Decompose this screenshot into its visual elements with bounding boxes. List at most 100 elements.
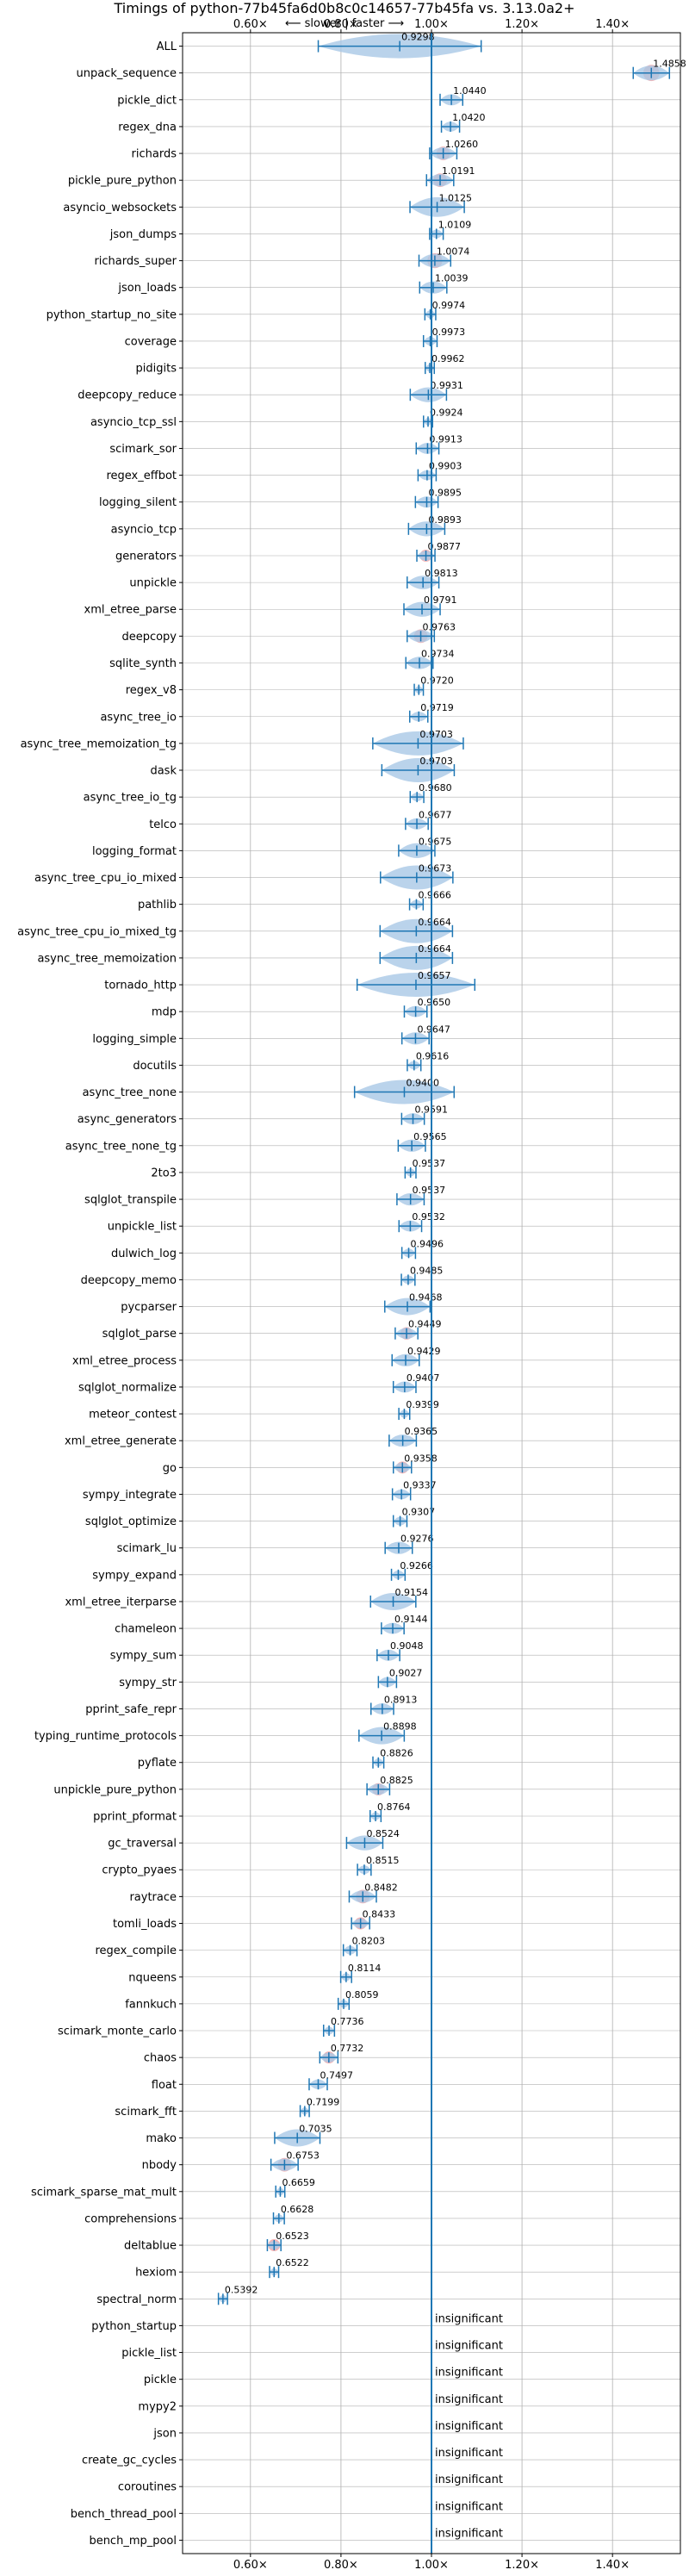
benchmark-row: mdp 0.9650 — [152, 997, 680, 1019]
direction-label: ⟵ slower | faster ⟶ — [285, 17, 404, 30]
benchmark-row: nbody 0.6753 — [142, 2150, 680, 2172]
benchmark-name: xml_etree_generate — [65, 1435, 177, 1448]
benchmark-name: crypto_pyaes — [102, 1864, 177, 1877]
benchmark-row: deepcopy 0.9763 — [121, 621, 680, 644]
insignificant-label: insignificant — [435, 2500, 503, 2513]
benchmark-name: pickle — [144, 2374, 177, 2386]
benchmark-row: telco 0.9677 — [149, 809, 680, 831]
value-label: 0.9962 — [431, 353, 465, 364]
benchmark-row: unpickle_list 0.9532 — [108, 1211, 680, 1234]
benchmark-name: async_tree_io_tg — [84, 792, 177, 805]
value-label: 0.9532 — [412, 1211, 444, 1223]
benchmark-row: unpickle 0.9813 — [129, 568, 680, 590]
value-label: 0.9719 — [420, 702, 454, 713]
benchmark-name: asyncio_websockets — [63, 202, 177, 215]
value-label: 1.0125 — [439, 192, 473, 203]
value-label: 0.7199 — [307, 2096, 340, 2107]
benchmark-row: dulwich_log 0.9496 — [111, 1238, 680, 1260]
value-label: 0.6522 — [276, 2257, 309, 2268]
benchmark-name: unpickle — [129, 577, 177, 590]
benchmark-name: unpack_sequence — [76, 67, 177, 80]
value-label: 0.9048 — [390, 1640, 424, 1652]
x-axis-bottom: 0.60× 0.80× 1.00× 1.20× 1.40× — [233, 2554, 630, 2572]
benchmark-name: unpickle_pure_python — [53, 1783, 177, 1796]
benchmark-name: json_loads — [117, 282, 177, 295]
value-label: 0.7497 — [320, 2069, 353, 2081]
x-tick-label-bottom: 0.60× — [233, 2559, 268, 2572]
value-label: 0.9973 — [432, 327, 466, 338]
benchmark-name: deepcopy_memo — [81, 1274, 177, 1287]
value-label: 1.0260 — [445, 139, 479, 150]
benchmark-name: nbody — [142, 2159, 177, 2172]
benchmark-name: mako — [146, 2132, 177, 2145]
value-label: 0.9647 — [417, 1024, 450, 1035]
benchmark-row: typing_runtime_protocols 0.8898 — [34, 1721, 680, 1745]
benchmark-row: spectral_norm 0.5392 — [96, 2284, 680, 2306]
benchmark-name: generators — [115, 550, 177, 563]
value-label: 0.9468 — [409, 1292, 442, 1304]
value-label: 1.0191 — [442, 165, 475, 177]
value-label: 0.9307 — [402, 1507, 436, 1518]
benchmark-name: async_tree_none — [83, 1086, 177, 1099]
benchmark-name: dask — [150, 765, 177, 778]
value-label: 0.9399 — [406, 1399, 439, 1410]
benchmark-row: deepcopy_reduce 0.9931 — [78, 380, 680, 402]
benchmark-name: sympy_sum — [110, 1650, 177, 1663]
benchmark-row: dask 0.9703 — [150, 756, 680, 783]
benchmark-name: sympy_expand — [92, 1569, 177, 1582]
benchmark-name: 2to3 — [151, 1167, 177, 1179]
benchmark-row: unpack_sequence 1.4858 — [76, 59, 686, 82]
benchmark-row: sqlglot_normalize 0.9407 — [78, 1372, 680, 1394]
benchmark-name: deepcopy — [121, 631, 177, 644]
benchmark-name: deltablue — [124, 2240, 177, 2253]
benchmark-row: pickle insignificant — [144, 2367, 680, 2386]
benchmark-row: sympy_sum 0.9048 — [110, 1640, 680, 1663]
value-label: 0.9813 — [425, 568, 458, 579]
value-label: 0.9974 — [432, 300, 465, 311]
benchmark-name: asyncio_tcp_ssl — [90, 416, 177, 429]
benchmark-name: create_gc_cycles — [82, 2455, 177, 2467]
insignificant-label: insignificant — [435, 2340, 503, 2353]
benchmark-name: dulwich_log — [111, 1248, 177, 1260]
benchmark-row: xml_etree_iterparse 0.9154 — [65, 1587, 680, 1610]
benchmark-row: regex_compile 0.8203 — [95, 1936, 680, 1957]
benchmark-row: go 0.9358 — [163, 1453, 680, 1475]
value-label: 0.9924 — [430, 407, 463, 418]
benchmark-name: json — [152, 2427, 177, 2440]
value-label: 0.9407 — [407, 1372, 440, 1384]
benchmark-name: mypy2 — [138, 2400, 177, 2413]
x-tick-label-top: 1.00× — [414, 18, 449, 31]
benchmark-name: python_startup — [91, 2320, 177, 2333]
value-label: 0.9276 — [400, 1534, 434, 1545]
benchmark-row: sqlglot_transpile 0.9537 — [84, 1185, 680, 1207]
benchmark-name: async_generators — [78, 1113, 177, 1126]
value-label: 0.9616 — [416, 1050, 449, 1061]
benchmark-row: chaos 0.7732 — [144, 2043, 680, 2065]
benchmark-row: async_tree_io_tg 0.9680 — [84, 782, 680, 805]
benchmark-row: xml_etree_generate 0.9365 — [65, 1426, 680, 1448]
benchmark-name: hexiom — [135, 2267, 177, 2280]
benchmark-row: pycparser 0.9468 — [121, 1292, 680, 1316]
benchmark-name: sqlite_synth — [109, 657, 177, 670]
value-label: 0.8524 — [366, 1828, 400, 1839]
benchmark-row: async_tree_cpu_io_mixed 0.9673 — [34, 863, 680, 890]
benchmark-row: regex_effbot 0.9903 — [106, 461, 680, 482]
value-label: 0.8898 — [383, 1721, 417, 1733]
value-label: 0.9763 — [423, 621, 456, 632]
value-label: 0.9664 — [418, 917, 451, 928]
benchmark-name: pathlib — [138, 899, 177, 912]
benchmark-row: regex_v8 0.9720 — [126, 675, 680, 697]
value-label: 0.9895 — [428, 488, 462, 499]
value-label: 0.8764 — [377, 1801, 411, 1813]
benchmark-row: json_dumps 1.0109 — [109, 219, 680, 241]
benchmark-name: regex_compile — [95, 1944, 177, 1957]
benchmark-name: unpickle_list — [108, 1221, 177, 1234]
plot-frame — [182, 32, 681, 2554]
insignificant-label: insignificant — [435, 2393, 503, 2406]
benchmark-name: bench_thread_pool — [71, 2508, 177, 2521]
benchmark-name: sqlglot_optimize — [85, 1515, 177, 1528]
benchmark-name: tornado_http — [104, 980, 177, 992]
benchmark-name: pidigits — [136, 363, 177, 376]
value-label: 0.9703 — [419, 756, 453, 767]
benchmark-row: async_tree_none_tg 0.9565 — [65, 1131, 680, 1153]
